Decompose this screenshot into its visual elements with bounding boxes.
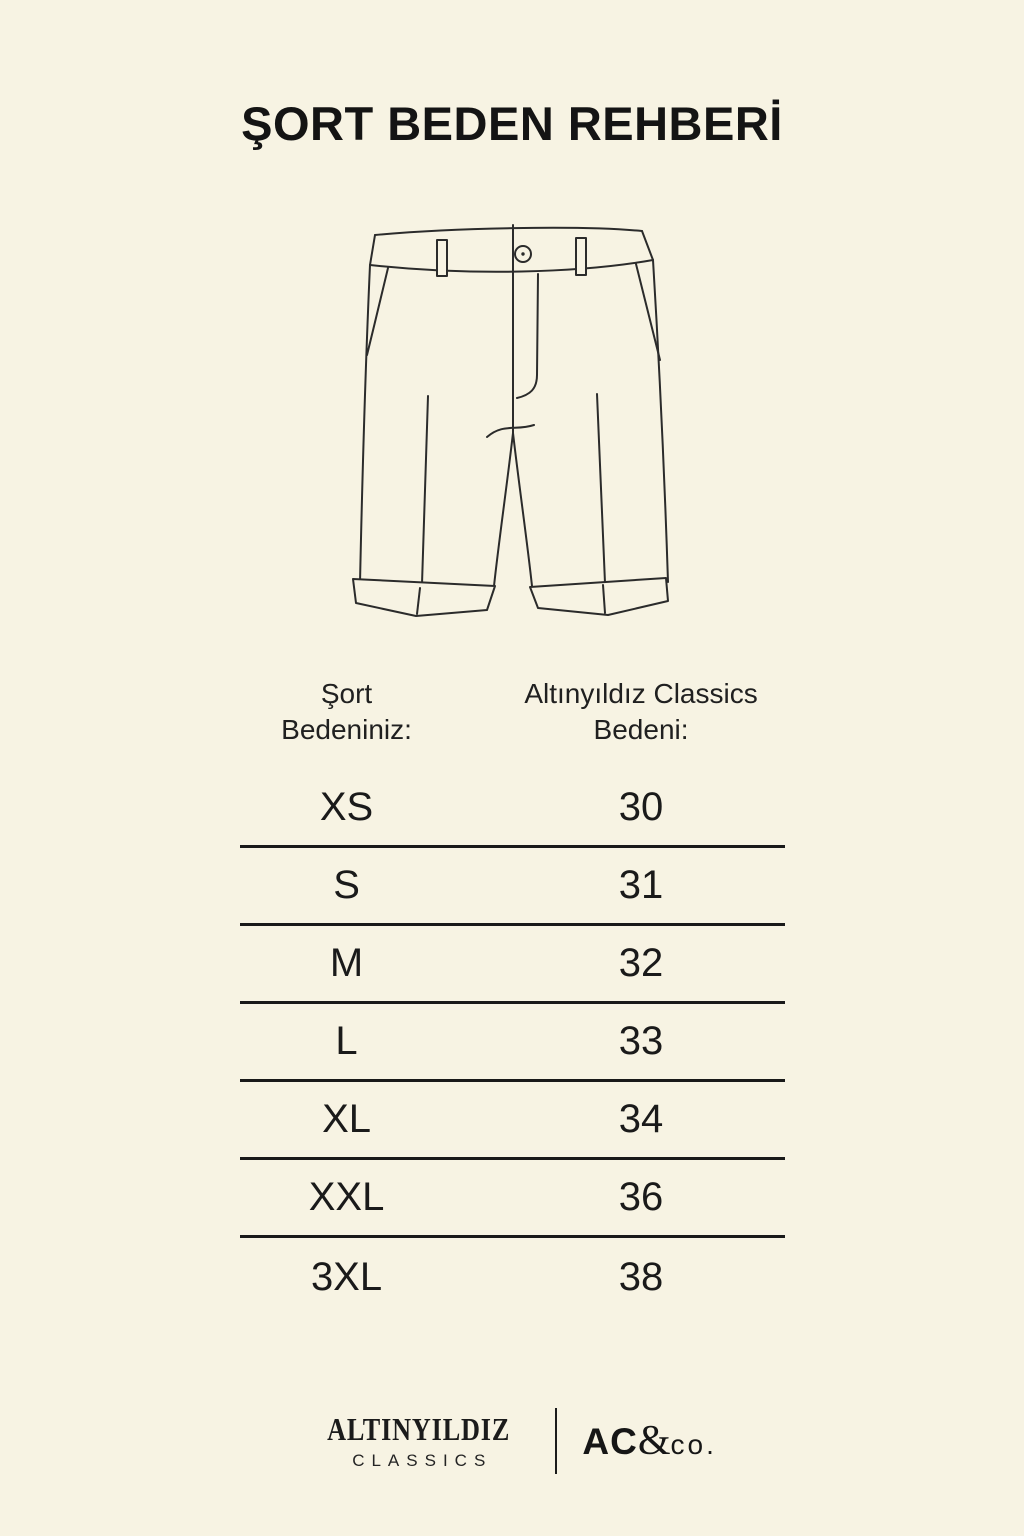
right-pocket <box>635 263 661 361</box>
waistband-left-edge <box>369 234 376 266</box>
size-value: 36 <box>618 1175 664 1219</box>
waistband-top <box>374 226 643 236</box>
size-label: S <box>333 863 360 907</box>
table-row: XS 30 <box>240 770 785 848</box>
table-row: L 33 <box>240 1004 785 1082</box>
right-belt-loop <box>575 237 587 276</box>
crotch-stitch <box>486 424 535 438</box>
table-row: 3XL 38 <box>240 1238 785 1316</box>
size-value: 33 <box>618 1019 664 1063</box>
right-crease <box>596 393 606 584</box>
brand-footer: ALTINYILDIZ CLASSICS AC & co. <box>0 1398 1024 1484</box>
footer-divider <box>555 1408 558 1474</box>
table-row: XXL 36 <box>240 1160 785 1238</box>
ac-text: AC <box>582 1421 638 1462</box>
left-outseam <box>359 264 371 584</box>
ampersand-text: & <box>637 1418 671 1464</box>
size-value: 30 <box>618 785 664 829</box>
size-value: 31 <box>618 863 664 907</box>
right-cuff-crease <box>602 584 606 614</box>
fly-stitch <box>516 273 539 399</box>
right-cuff <box>529 577 669 616</box>
waistband-right-edge <box>641 230 654 261</box>
altinyildiz-wordmark: ALTINYILDIZ <box>327 1411 511 1447</box>
size-table-rows: XS 30 S 31 M 32 L 33 XL 34 XXL 36 3XL 38 <box>240 770 785 1316</box>
table-row: XL 34 <box>240 1082 785 1160</box>
ac-co-logo: AC & co. <box>582 1417 716 1465</box>
col-header-brand-size: Altınyıldız Classics Bedeni: <box>524 678 758 745</box>
button-dot <box>521 252 525 256</box>
left-pocket <box>366 267 389 356</box>
size-label: XL <box>322 1097 371 1141</box>
size-label: XS <box>319 785 374 829</box>
size-value: 32 <box>618 941 664 985</box>
table-row: M 32 <box>240 926 785 1004</box>
classics-wordmark: CLASSICS <box>352 1451 493 1470</box>
left-belt-loop <box>436 239 448 277</box>
altinyildiz-logo: ALTINYILDIZ CLASSICS <box>307 1411 530 1471</box>
size-label: 3XL <box>310 1254 383 1299</box>
size-label: XXL <box>308 1175 385 1219</box>
table-row: S 31 <box>240 848 785 926</box>
left-cuff-crease <box>416 587 421 615</box>
size-table: Şort Bedeniniz: Altınyıldız Classics Bed… <box>240 676 785 1316</box>
size-value: 34 <box>618 1097 664 1141</box>
size-label: L <box>335 1019 358 1063</box>
right-outseam <box>652 259 669 583</box>
page-title: ŞORT BEDEN REHBERİ <box>241 97 783 150</box>
left-crease <box>421 395 429 585</box>
col-header-your-size: Şort Bedeniniz: <box>281 678 412 745</box>
left-inseam <box>493 432 514 587</box>
size-table-header: Şort Bedeniniz: Altınyıldız Classics Bed… <box>240 676 785 748</box>
left-cuff <box>352 578 496 617</box>
size-label: M <box>329 941 364 985</box>
co-text: co. <box>670 1429 717 1460</box>
waistband-bottom <box>369 259 654 273</box>
shorts-illustration <box>352 224 669 617</box>
size-value: 38 <box>618 1254 664 1299</box>
right-inseam <box>512 432 533 587</box>
